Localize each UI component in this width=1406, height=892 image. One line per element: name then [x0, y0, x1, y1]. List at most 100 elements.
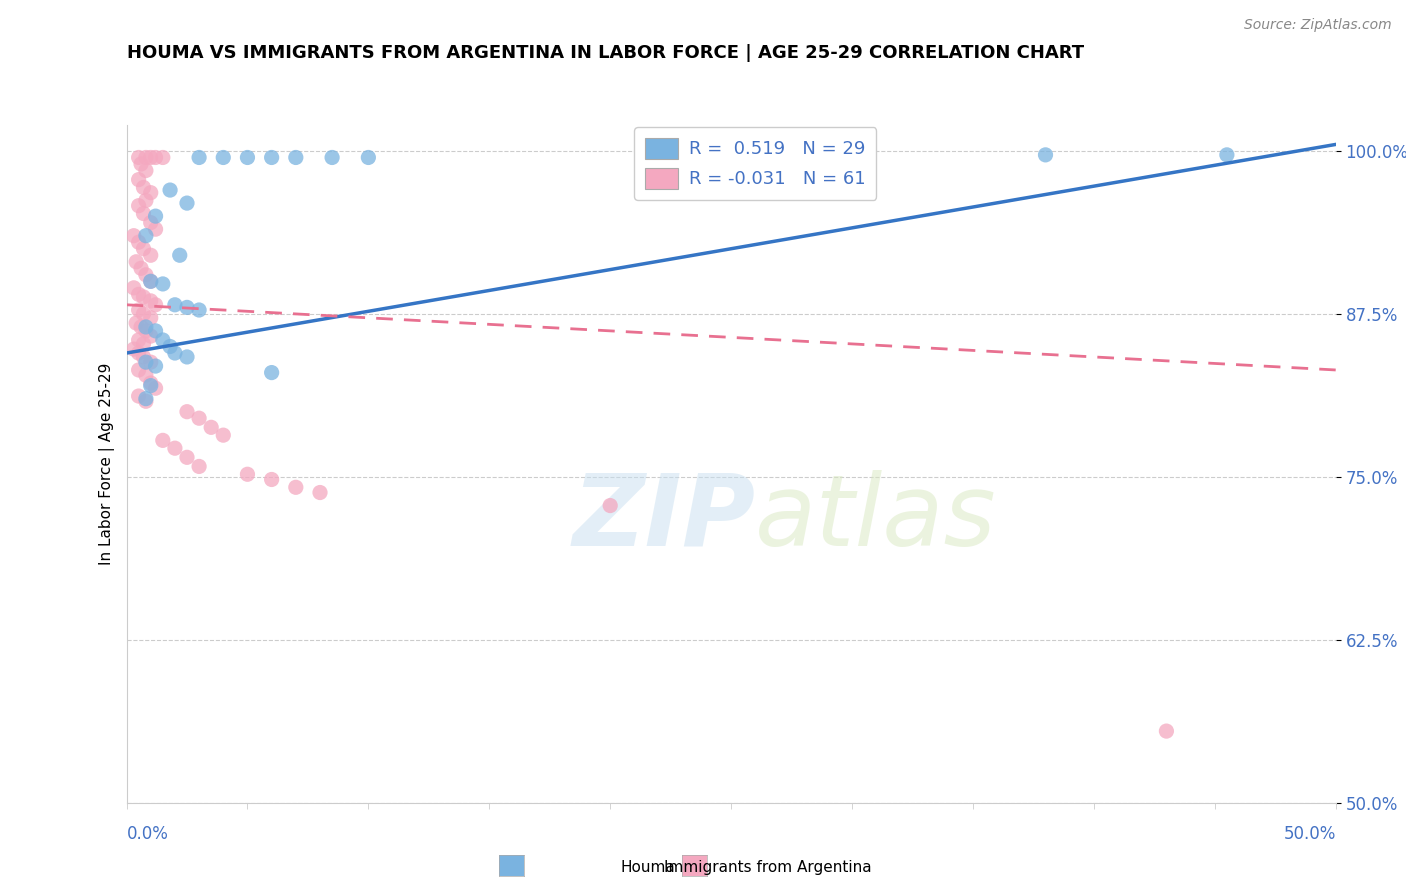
Point [135, 324, 157, 338]
Point [135, 320, 157, 334]
Point [128, 172, 150, 186]
Point [132, 290, 155, 304]
Point [135, 151, 157, 165]
Point [139, 216, 162, 230]
Point [176, 405, 198, 419]
Point [139, 274, 162, 288]
Point [236, 151, 259, 165]
Legend: R =  0.519   N = 29, R = -0.031   N = 61: R = 0.519 N = 29, R = -0.031 N = 61 [634, 128, 876, 200]
Point [188, 459, 211, 474]
Point [1216, 148, 1239, 162]
Text: HOUMA VS IMMIGRANTS FROM ARGENTINA IN LABOR FORCE | AGE 25-29 CORRELATION CHART: HOUMA VS IMMIGRANTS FROM ARGENTINA IN LA… [127, 45, 1084, 62]
Point [145, 381, 167, 395]
Point [139, 186, 162, 200]
Point [129, 157, 152, 171]
Point [139, 376, 162, 390]
Text: 50.0%: 50.0% [1284, 825, 1336, 843]
Point [284, 151, 307, 165]
Point [129, 320, 152, 334]
Point [212, 151, 235, 165]
Point [135, 228, 157, 243]
Point [145, 298, 167, 312]
Point [176, 350, 198, 364]
Point [135, 392, 157, 406]
Point [128, 333, 150, 347]
Point [169, 248, 191, 262]
Point [163, 346, 186, 360]
Text: Immigrants from Argentina: Immigrants from Argentina [664, 860, 872, 874]
Point [132, 307, 155, 321]
Point [135, 163, 157, 178]
Point [132, 180, 155, 194]
Point [145, 222, 167, 236]
Point [128, 346, 150, 360]
Point [128, 363, 150, 377]
Point [139, 355, 162, 369]
Point [139, 151, 162, 165]
Text: ZIP: ZIP [572, 469, 755, 566]
Point [260, 151, 283, 165]
Point [309, 485, 332, 500]
Point [357, 151, 380, 165]
Point [139, 274, 162, 288]
Text: atlas: atlas [755, 469, 997, 566]
Point [152, 277, 174, 291]
Point [152, 434, 174, 448]
Point [128, 199, 150, 213]
Point [188, 151, 211, 165]
Point [128, 389, 150, 403]
Point [1156, 724, 1178, 739]
Point [159, 183, 181, 197]
Point [152, 333, 174, 347]
Point [145, 151, 167, 165]
Point [135, 394, 157, 409]
Point [284, 480, 307, 494]
Point [139, 329, 162, 343]
Point [139, 248, 162, 262]
Point [132, 242, 155, 256]
Point [200, 420, 222, 434]
Point [132, 350, 155, 364]
Point [132, 206, 155, 220]
Point [159, 339, 181, 353]
Point [122, 228, 145, 243]
Point [176, 301, 198, 315]
Point [163, 298, 186, 312]
Point [128, 151, 150, 165]
Point [145, 359, 167, 373]
Point [260, 473, 283, 487]
Text: Source: ZipAtlas.com: Source: ZipAtlas.com [1244, 18, 1392, 32]
Point [139, 310, 162, 325]
Point [163, 441, 186, 455]
Point [128, 235, 150, 250]
Point [188, 411, 211, 425]
Point [260, 366, 283, 380]
Point [139, 378, 162, 392]
Text: Houma: Houma [620, 860, 675, 874]
Point [321, 151, 343, 165]
Point [135, 368, 157, 383]
Point [122, 281, 145, 295]
Point [132, 337, 155, 351]
Point [145, 324, 167, 338]
Point [188, 303, 211, 318]
Y-axis label: In Labor Force | Age 25-29: In Labor Force | Age 25-29 [100, 363, 115, 565]
Point [122, 342, 145, 356]
Point [212, 428, 235, 442]
Point [176, 450, 198, 465]
Text: 0.0%: 0.0% [127, 825, 169, 843]
Point [135, 194, 157, 208]
Point [129, 261, 152, 276]
Point [128, 287, 150, 301]
Point [236, 467, 259, 482]
Point [135, 355, 157, 369]
Point [152, 151, 174, 165]
Point [135, 268, 157, 282]
Point [145, 209, 167, 223]
Point [599, 499, 621, 513]
Point [125, 316, 148, 330]
Point [125, 254, 148, 268]
Point [1035, 148, 1057, 162]
Point [128, 303, 150, 318]
Point [176, 196, 198, 211]
